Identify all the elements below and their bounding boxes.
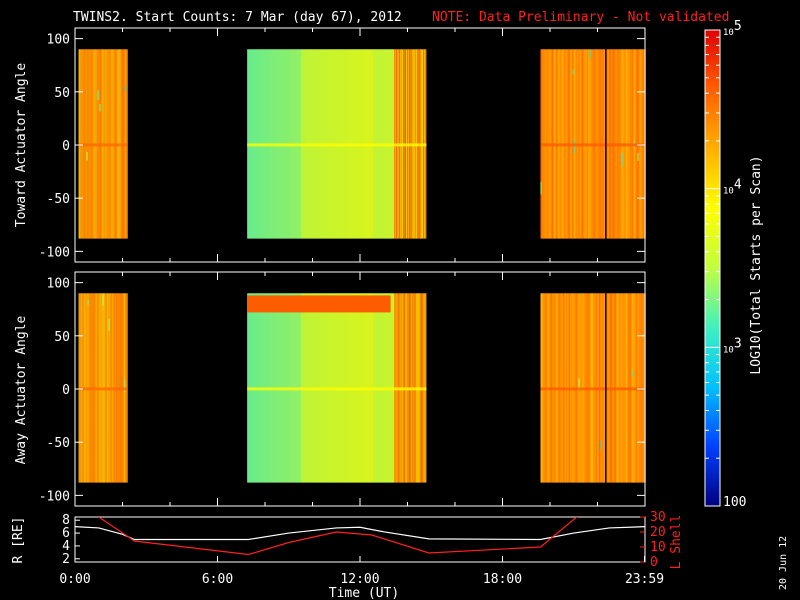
heatmap-speckle xyxy=(573,140,575,154)
r-tick-label: 4 xyxy=(62,539,70,554)
time-tick-label: 18:00 xyxy=(483,572,522,587)
radius-line xyxy=(75,526,645,541)
time-axis-label: Time (UT) xyxy=(329,586,399,600)
heatmap-speckle xyxy=(637,152,639,161)
lshell-tick-label: 10 xyxy=(650,540,666,555)
y-tick-label: 0 xyxy=(62,139,70,154)
data-segment xyxy=(540,49,646,239)
colorbar-tick-label: 103 xyxy=(723,336,742,355)
colorbar-gradient xyxy=(704,29,721,507)
toward-ylabel: Toward Actuator Angle xyxy=(14,63,29,228)
heatmap-speckle xyxy=(86,151,89,161)
y-tick-label: 100 xyxy=(47,33,70,48)
lshell-tick-label: 0 xyxy=(650,555,658,570)
colorbar-tick-label: 105 xyxy=(723,19,742,38)
heatmap-speckle xyxy=(600,440,602,450)
heatmap-speckle xyxy=(102,293,105,306)
generated-date: 20 Jun 12 xyxy=(778,536,789,590)
heatmap-speckle xyxy=(622,153,624,167)
data-segment xyxy=(247,293,427,483)
zero-angle-band xyxy=(247,143,427,147)
heatmap-speckle xyxy=(632,370,634,376)
chart-title: TWINS2. Start Counts: 7 Mar (day 67), 20… xyxy=(73,10,402,25)
away-heatmap-panel: 100 50 0 -50 -100 xyxy=(39,271,646,507)
data-segment xyxy=(540,293,646,483)
zero-angle-band xyxy=(540,387,645,391)
heatmap-speckle xyxy=(124,379,127,393)
toward-heatmap-panel: 100 50 0 -50 -100 xyxy=(39,27,646,263)
zero-angle-band xyxy=(247,387,427,391)
zero-angle-band xyxy=(540,143,645,147)
heatmap-speckle xyxy=(87,299,90,305)
heatmap-speckle xyxy=(540,181,542,195)
colorbar-tick-label: 100 xyxy=(723,495,746,510)
heatmap-speckle xyxy=(124,86,127,92)
y-tick-label: -50 xyxy=(47,192,70,207)
heatmap-speckle xyxy=(578,378,580,391)
y-tick-label: 0 xyxy=(62,383,70,398)
away-ylabel: Away Actuator Angle xyxy=(14,315,29,464)
lshell-tick-label: 30 xyxy=(650,510,666,525)
heatmap-speckle xyxy=(99,104,102,112)
r-tick-label: 8 xyxy=(62,513,70,528)
heatmap-speckle xyxy=(589,50,591,59)
time-tick-label: 6:00 xyxy=(202,572,233,587)
heatmap-speckle xyxy=(108,319,111,331)
heatmap-speckle xyxy=(97,90,100,100)
time-tick-label: 12:00 xyxy=(340,572,379,587)
r-tick-label: 2 xyxy=(62,552,70,567)
colorbar: 100 103 104 105 xyxy=(704,19,746,510)
data-segment xyxy=(78,49,128,239)
hot-band xyxy=(247,295,391,313)
heatmap-speckle xyxy=(572,69,574,75)
r-tick-label: 6 xyxy=(62,526,70,541)
y-tick-label: 100 xyxy=(47,277,70,292)
colorbar-tick-label: 104 xyxy=(723,178,742,197)
orbit-lshell-label: L Shell xyxy=(669,515,684,570)
y-tick-label: -100 xyxy=(39,245,70,260)
lshell-tick-label: 20 xyxy=(650,525,666,540)
data-preliminary-note: NOTE: Data Preliminary - Not validated xyxy=(432,10,729,25)
data-segment xyxy=(247,49,427,239)
time-tick-label: 23:59 xyxy=(625,572,664,587)
time-tick-label: 0:00 xyxy=(59,572,90,587)
colorbar-label: LOG10(Total Starts per Scan) xyxy=(749,155,764,374)
zero-angle-band xyxy=(78,143,128,147)
orbit-r-label: R [RE] xyxy=(11,517,26,564)
data-segment xyxy=(78,293,128,483)
zero-angle-band xyxy=(78,387,128,391)
y-tick-label: 50 xyxy=(54,330,70,345)
y-tick-label: -50 xyxy=(47,436,70,451)
y-tick-label: 50 xyxy=(54,86,70,101)
y-tick-label: -100 xyxy=(39,489,70,504)
